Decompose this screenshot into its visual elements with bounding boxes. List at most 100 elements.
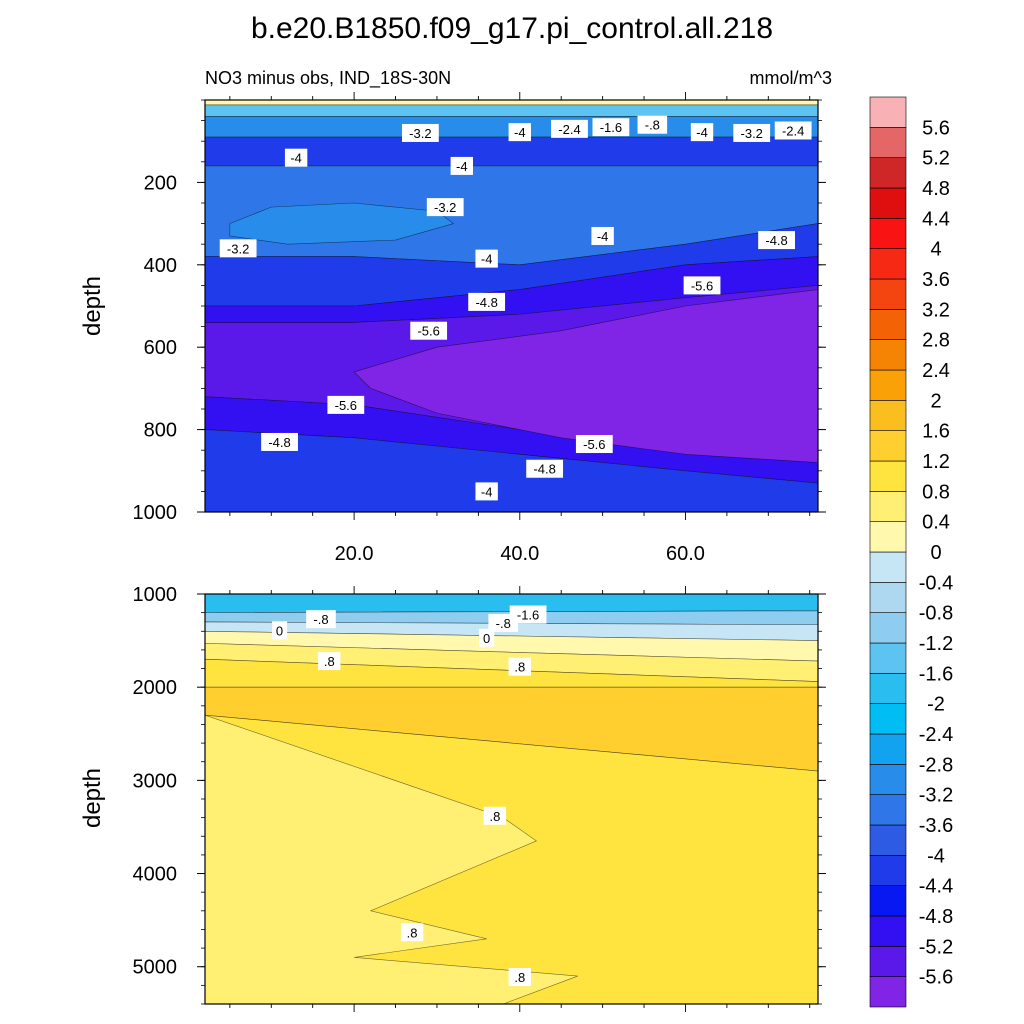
upper-contour-label-bg xyxy=(475,249,498,268)
lower-contour-region xyxy=(205,714,578,1004)
upper-contour-label-bg xyxy=(758,231,795,250)
lower-contour-band xyxy=(205,630,818,662)
upper-contour-label-bg xyxy=(551,119,588,138)
upper-contour-label: -4 xyxy=(475,249,498,268)
upper-contour-label: -4 xyxy=(591,226,614,245)
upper-contour-label-text: -3.2 xyxy=(227,241,249,256)
upper-contour-label-bg xyxy=(284,148,308,167)
upper-contour-label: -4.8 xyxy=(526,459,564,478)
upper-contour-label: -4 xyxy=(508,123,531,142)
upper-contour-label-text: -.8 xyxy=(645,118,660,133)
colorbar: -5.6 -5.2 -4.8 -4.4 -4 -3.6 -3.2 -2.8 -2.4 -2 -1.6… xyxy=(869,96,953,1008)
lower-y-tick-label: 4000 xyxy=(133,864,178,886)
colorbar-swatch xyxy=(869,187,907,219)
upper-contour-label-bg xyxy=(426,198,464,217)
colorbar-swatch xyxy=(869,400,907,431)
colorbar-level-label: -5.2 xyxy=(919,936,953,958)
colorbar-level-label: -0.8 xyxy=(919,603,953,625)
colorbar-level-label: -3.6 xyxy=(919,815,953,837)
chart-title: b.e20.B1850.f09_g17.pi_control.all.218 xyxy=(251,12,773,45)
upper-contour-label: -5.6 xyxy=(683,276,721,295)
upper-contour-label: -5.6 xyxy=(410,321,448,340)
upper-contour-label-text: -4.8 xyxy=(533,462,555,477)
upper-contour-label: -4.8 xyxy=(468,292,506,311)
colorbar-level-label: 3.2 xyxy=(922,299,950,321)
colorbar-level-label: 1.2 xyxy=(922,451,950,473)
lower-contour-label: .8 xyxy=(400,923,424,942)
lower-contour-label: 0 xyxy=(271,621,288,640)
upper-contour-band xyxy=(205,100,818,106)
upper-contour-label: -4.8 xyxy=(758,231,795,250)
colorbar-level-label: -0.4 xyxy=(919,572,953,594)
lower-contour-label-bg xyxy=(318,652,341,671)
upper-contour-label-text: -4.8 xyxy=(765,233,787,248)
lower-contour-label-text: 0 xyxy=(276,623,283,638)
upper-contour-region xyxy=(353,289,818,463)
lower-contour-band xyxy=(205,686,818,772)
upper-contour-label: -4 xyxy=(475,482,498,501)
upper-contour-label: -4 xyxy=(284,148,308,167)
upper-y-tick-label: 400 xyxy=(144,255,177,277)
upper-contour-band xyxy=(205,136,818,167)
colorbar-swatch xyxy=(869,521,907,553)
colorbar-level-label: -3.2 xyxy=(919,785,953,807)
lower-y-tick-label: 2000 xyxy=(133,677,178,699)
colorbar-swatch xyxy=(869,460,907,492)
chart-units-label: mmol/m^3 xyxy=(750,68,832,88)
lower-contour-fills xyxy=(205,594,818,1004)
upper-contour-label-text: -3.2 xyxy=(409,126,431,141)
colorbar-level-label: -4 xyxy=(927,845,945,867)
upper-contour-label-bg xyxy=(774,121,812,140)
upper-contour-label-bg xyxy=(733,123,771,142)
upper-contour-label-bg xyxy=(410,321,448,340)
colorbar-swatch xyxy=(869,278,907,310)
upper-contour-label-bg xyxy=(591,226,614,245)
lower-contour-label: 0 xyxy=(479,628,495,647)
upper-contour-label-bg xyxy=(575,435,613,454)
lower-contour-label-text: 0 xyxy=(483,631,490,646)
upper-contour-label-text: -4 xyxy=(456,159,468,174)
upper-contour-label-text: -5.6 xyxy=(417,324,439,339)
upper-contour-label-bg xyxy=(401,123,439,142)
upper-contour-label-bg xyxy=(526,459,564,478)
upper-contour-label-bg xyxy=(261,432,298,451)
colorbar-level-label: 1.6 xyxy=(922,421,950,443)
chart-subtitle-left: NO3 minus obs, IND_18S-30N xyxy=(205,68,451,89)
upper-contour-label: -5.6 xyxy=(327,395,365,414)
upper-contour-label: -3.2 xyxy=(733,123,771,142)
upper-contour-label-text: -5.6 xyxy=(335,398,357,413)
lower-contour-label-bg xyxy=(483,806,507,825)
lower-contour-label-text: -1.6 xyxy=(517,608,539,623)
upper-contour-label-bg xyxy=(508,123,531,142)
lower-contour-label-text: .8 xyxy=(324,654,335,669)
upper-contour-label-bg xyxy=(690,123,714,142)
upper-contour-label: -3.2 xyxy=(426,198,464,217)
colorbar-level-label: 3.6 xyxy=(922,269,950,291)
lower-contour-label-text: .8 xyxy=(514,660,525,675)
lower-contour-label-bg xyxy=(508,657,531,676)
lower-contour-label-bg xyxy=(306,610,336,629)
lower-contour-label: .8 xyxy=(508,967,531,986)
colorbar-level-label: 4 xyxy=(930,239,941,261)
upper-x-tick-label: 60.0 xyxy=(666,543,705,565)
lower-contour-label-text: -.8 xyxy=(496,616,511,631)
colorbar-swatch xyxy=(869,491,907,522)
upper-contour-label-bg xyxy=(450,156,473,175)
upper-contour-label-text: -2.4 xyxy=(782,123,804,138)
upper-contour-label: -3.2 xyxy=(219,239,257,258)
lower-y-tick-label: 5000 xyxy=(133,957,178,979)
upper-contour-label-bg xyxy=(592,118,630,137)
lower-contour-label-bg xyxy=(508,967,531,986)
lower-contour-label-text: .8 xyxy=(407,925,418,940)
upper-contour-label-text: -4 xyxy=(514,125,526,140)
lower-contour-label-bg xyxy=(479,628,495,647)
upper-contour-label-text: -4 xyxy=(481,484,493,499)
colorbar-swatch xyxy=(869,794,907,826)
upper-contour-label: -1.6 xyxy=(592,118,630,137)
lower-contour-label: -1.6 xyxy=(509,605,547,624)
colorbar-swatch xyxy=(869,855,907,886)
upper-contour-label-bg xyxy=(683,276,721,295)
upper-y-tick-label: 800 xyxy=(144,420,177,442)
upper-contour-label-text: -4 xyxy=(290,151,302,166)
